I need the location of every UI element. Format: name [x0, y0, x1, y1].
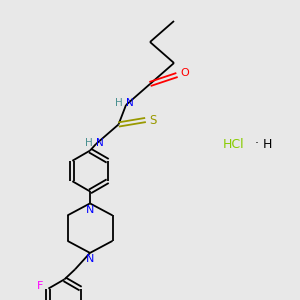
Text: O: O	[180, 68, 189, 79]
Text: N: N	[96, 137, 104, 148]
Text: H: H	[262, 137, 272, 151]
Text: N: N	[126, 98, 134, 109]
Text: N: N	[86, 205, 94, 215]
Text: ·: ·	[254, 137, 259, 151]
Text: S: S	[149, 113, 157, 127]
Text: N: N	[86, 254, 94, 264]
Text: H: H	[115, 98, 122, 109]
Text: H: H	[85, 137, 92, 148]
Text: HCl: HCl	[223, 137, 245, 151]
Text: F: F	[37, 281, 43, 291]
